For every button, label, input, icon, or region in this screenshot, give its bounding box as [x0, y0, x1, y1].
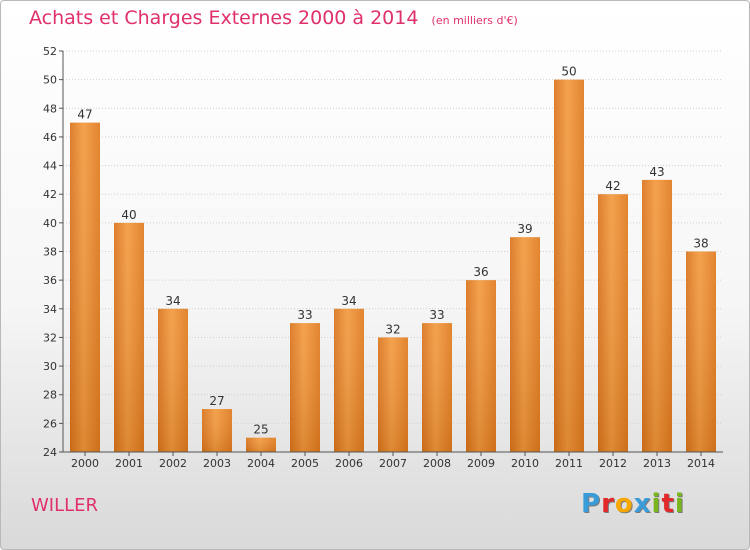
bar-shade [598, 194, 628, 452]
logo-letter: i [651, 489, 662, 519]
y-tick-label: 52 [43, 45, 57, 58]
commune-name: WILLER [31, 495, 99, 516]
logo-letter: x [633, 489, 652, 519]
y-tick-label: 38 [43, 246, 57, 259]
x-tick-label: 2002 [159, 457, 187, 470]
y-tick-label: 44 [43, 160, 57, 173]
chart-unit: (en milliers d'€) [431, 14, 518, 27]
x-tick-label: 2013 [643, 457, 671, 470]
bar-shade [378, 337, 408, 452]
x-tick-label: 2010 [511, 457, 539, 470]
x-tick-label: 2012 [599, 457, 627, 470]
bar-value-label: 50 [561, 65, 576, 79]
bar-value-label: 40 [121, 208, 136, 222]
bar-value-label: 33 [429, 308, 444, 322]
y-tick-label: 36 [43, 274, 57, 287]
bar-shade [554, 79, 584, 453]
x-tick-label: 2005 [291, 457, 319, 470]
x-tick-label: 2007 [379, 457, 407, 470]
bar-shade [246, 437, 276, 452]
bar-shade [158, 308, 188, 452]
bar-shade [510, 237, 540, 452]
bar-value-label: 39 [517, 222, 532, 236]
logo-letter: r [601, 489, 615, 519]
x-tick-label: 2004 [247, 457, 275, 470]
bar-shade [466, 280, 496, 452]
bar-value-label: 32 [385, 322, 400, 336]
bar-shade [202, 409, 232, 452]
bar-value-label: 25 [253, 423, 268, 437]
bar-shade [642, 179, 672, 452]
chart-title-text: Achats et Charges Externes 2000 à 2014 [29, 7, 419, 29]
bar-value-label: 43 [649, 165, 664, 179]
bar-value-label: 36 [473, 265, 488, 279]
bar-value-label: 47 [77, 108, 92, 122]
bar-value-label: 34 [165, 294, 180, 308]
y-tick-label: 32 [43, 331, 57, 344]
bar-value-label: 33 [297, 308, 312, 322]
x-tick-label: 2008 [423, 457, 451, 470]
y-tick-label: 40 [43, 217, 57, 230]
logo-letter: i [674, 489, 685, 519]
bar-value-label: 34 [341, 294, 356, 308]
logo-letter: o [614, 489, 634, 519]
x-tick-label: 2001 [115, 457, 143, 470]
bar-value-label: 42 [605, 179, 620, 193]
y-tick-label: 28 [43, 389, 57, 402]
y-tick-label: 42 [43, 188, 57, 201]
y-tick-label: 24 [43, 446, 57, 459]
x-tick-label: 2003 [203, 457, 231, 470]
y-tick-label: 48 [43, 102, 57, 115]
y-tick-label: 46 [43, 131, 57, 144]
logo-letter: t [661, 489, 675, 519]
bar-shade [290, 323, 320, 452]
bar-value-label: 38 [693, 237, 708, 251]
bar-value-label: 27 [209, 394, 224, 408]
logo-letter: P [581, 489, 602, 519]
x-tick-label: 2014 [687, 457, 715, 470]
x-tick-label: 2011 [555, 457, 583, 470]
bar-shade [686, 251, 716, 452]
chart-title: Achats et Charges Externes 2000 à 2014 (… [29, 7, 518, 29]
x-tick-label: 2006 [335, 457, 363, 470]
proxiti-logo: Proxiti [581, 489, 685, 519]
x-tick-label: 2009 [467, 457, 495, 470]
y-tick-label: 50 [43, 74, 57, 87]
y-tick-label: 34 [43, 303, 57, 316]
y-tick-label: 26 [43, 417, 57, 430]
bar-shade [422, 323, 452, 452]
y-tick-label: 30 [43, 360, 57, 373]
x-tick-label: 2000 [71, 457, 99, 470]
bar-shade [114, 222, 144, 452]
bar-shade [70, 122, 100, 452]
bar-shade [334, 308, 364, 452]
